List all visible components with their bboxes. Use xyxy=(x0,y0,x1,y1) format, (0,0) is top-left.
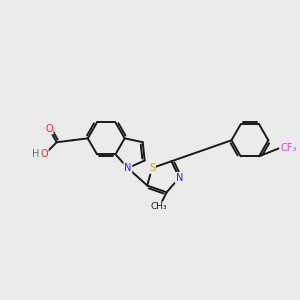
Text: S: S xyxy=(149,163,155,173)
Text: N: N xyxy=(124,163,131,173)
Text: H: H xyxy=(32,149,39,159)
Text: N: N xyxy=(176,173,183,183)
Text: O: O xyxy=(40,149,48,159)
Text: CF₃: CF₃ xyxy=(280,143,297,154)
Text: CH₃: CH₃ xyxy=(151,202,167,211)
Text: O: O xyxy=(45,124,53,134)
